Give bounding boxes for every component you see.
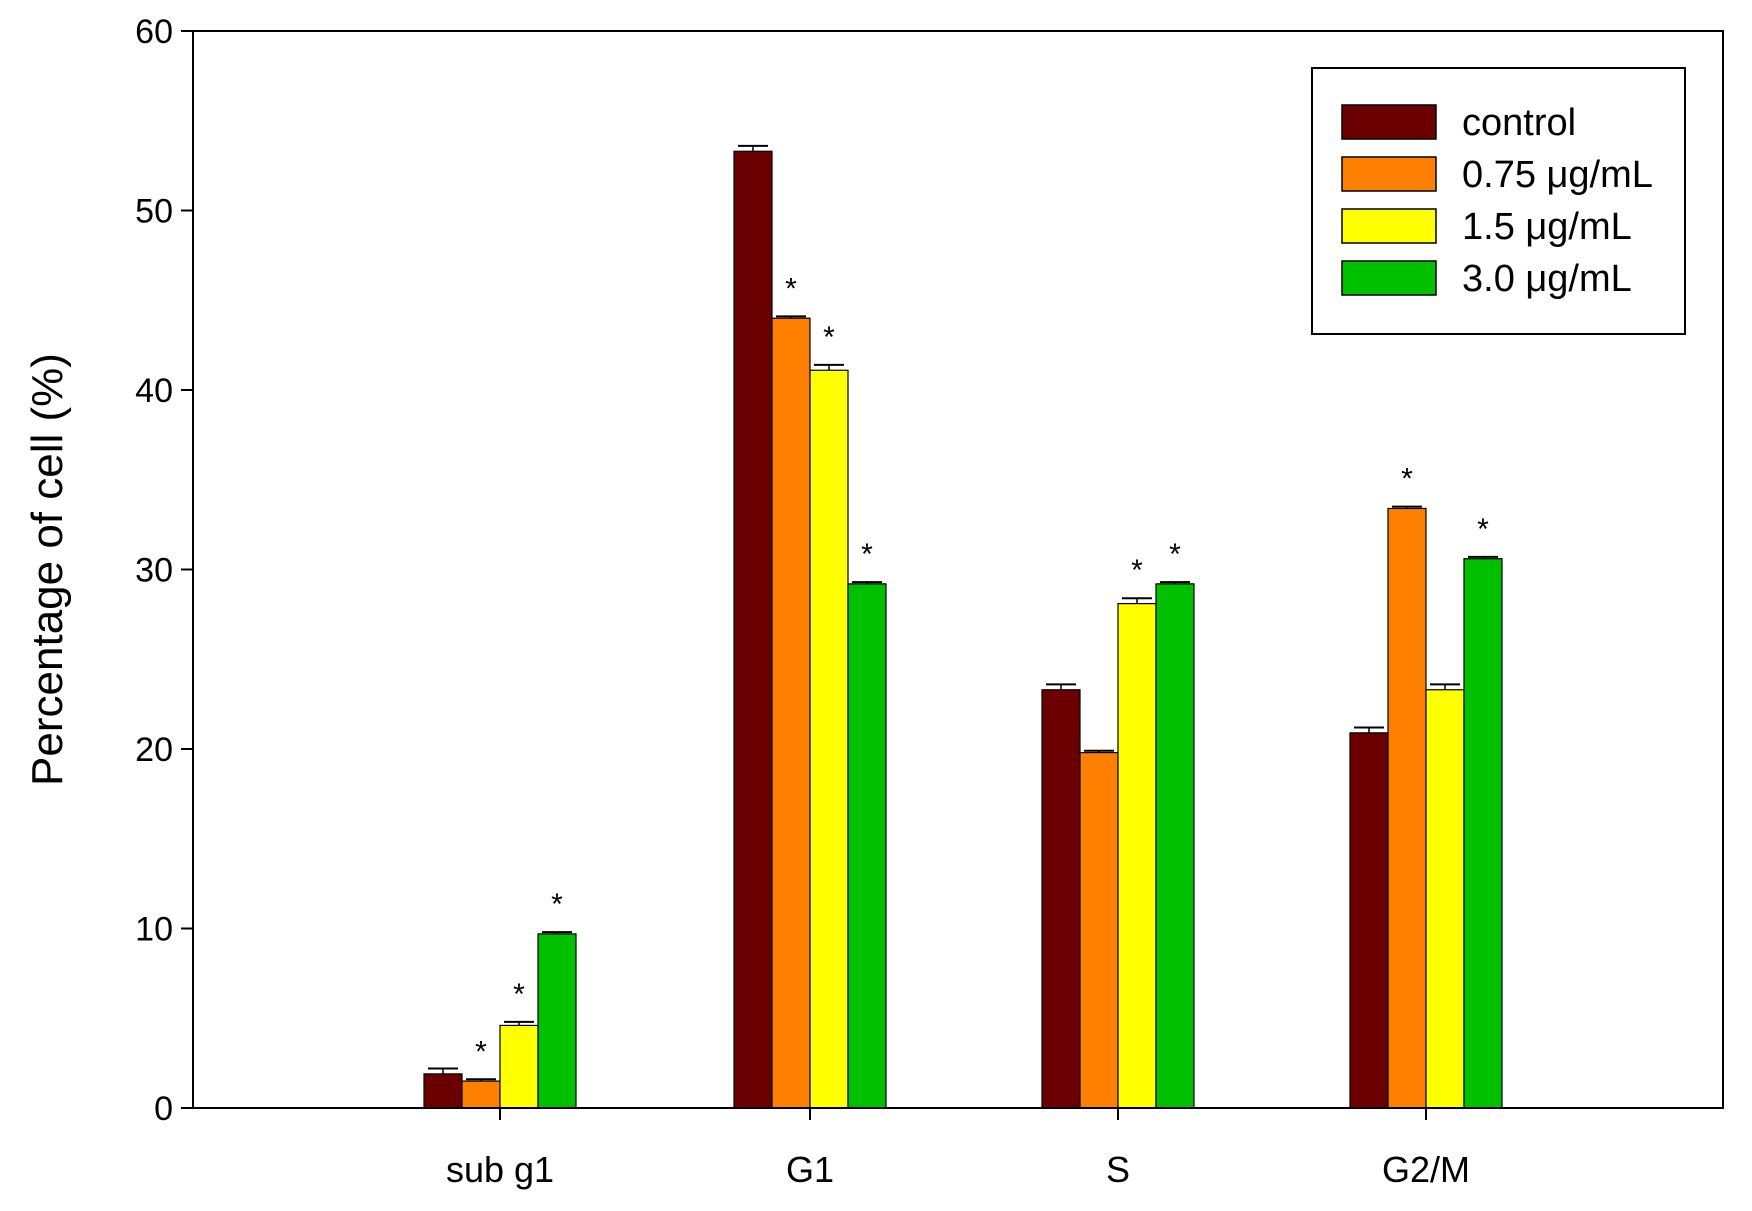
x-tick-label: S	[1106, 1149, 1130, 1190]
bar	[1387, 507, 1427, 1109]
legend-swatch	[1341, 104, 1437, 140]
bar	[1079, 751, 1119, 1109]
significance-marker: *	[1477, 513, 1489, 546]
y-tick-label: 40	[135, 372, 173, 410]
x-tick-label: sub g1	[446, 1149, 554, 1190]
bar	[1117, 603, 1157, 1109]
plot-frame	[192, 30, 1724, 1109]
bar	[809, 369, 849, 1109]
significance-marker: *	[551, 888, 563, 921]
significance-marker: *	[861, 538, 873, 571]
y-tick-label: 0	[154, 1090, 173, 1128]
y-tick-label: 10	[135, 911, 173, 949]
y-axis-title: Percentage of cell (%)	[23, 353, 72, 786]
bar	[423, 1073, 463, 1109]
x-tick-label: G1	[786, 1149, 834, 1190]
bar	[1041, 689, 1081, 1109]
bars: * * * * * * * * * *	[423, 144, 1503, 1109]
significance-marker: *	[1401, 463, 1413, 496]
y-tick-label: 60	[135, 13, 173, 51]
significance-marker: *	[823, 321, 835, 354]
bar	[499, 1024, 539, 1109]
legend-swatch	[1341, 260, 1437, 296]
significance-marker: *	[1131, 554, 1143, 587]
y-tick-label: 20	[135, 731, 173, 769]
bar	[1155, 583, 1195, 1109]
bar	[1425, 689, 1465, 1109]
bar	[537, 933, 577, 1109]
bar	[771, 317, 811, 1109]
bar	[1463, 558, 1503, 1109]
significance-marker: *	[1169, 538, 1181, 571]
legend-label: 1.5 μg/mL	[1462, 206, 1632, 248]
legend-swatch	[1341, 208, 1437, 244]
legend-swatch	[1341, 156, 1437, 192]
y-tick-label: 30	[135, 552, 173, 590]
y-tick-label: 50	[135, 193, 173, 231]
bar	[847, 583, 887, 1109]
legend: control 0.75 μg/mL 1.5 μg/mL 3.0 μg/mL	[1311, 67, 1686, 335]
significance-marker: *	[475, 1035, 487, 1068]
bar	[461, 1080, 501, 1109]
bar	[1349, 732, 1389, 1109]
x-tick-label: G2/M	[1382, 1149, 1470, 1190]
y-axis-ticks: 0 10 20 30 40 50 60	[135, 13, 193, 1128]
legend-label: control	[1462, 102, 1576, 144]
x-axis-labels: sub g1 G1 S G2/M	[446, 1108, 1470, 1190]
significance-marker: *	[513, 978, 525, 1011]
significance-marker: *	[785, 272, 797, 305]
legend-label: 0.75 μg/mL	[1462, 154, 1653, 196]
legend-label: 3.0 μg/mL	[1462, 258, 1632, 300]
bar	[733, 150, 773, 1109]
